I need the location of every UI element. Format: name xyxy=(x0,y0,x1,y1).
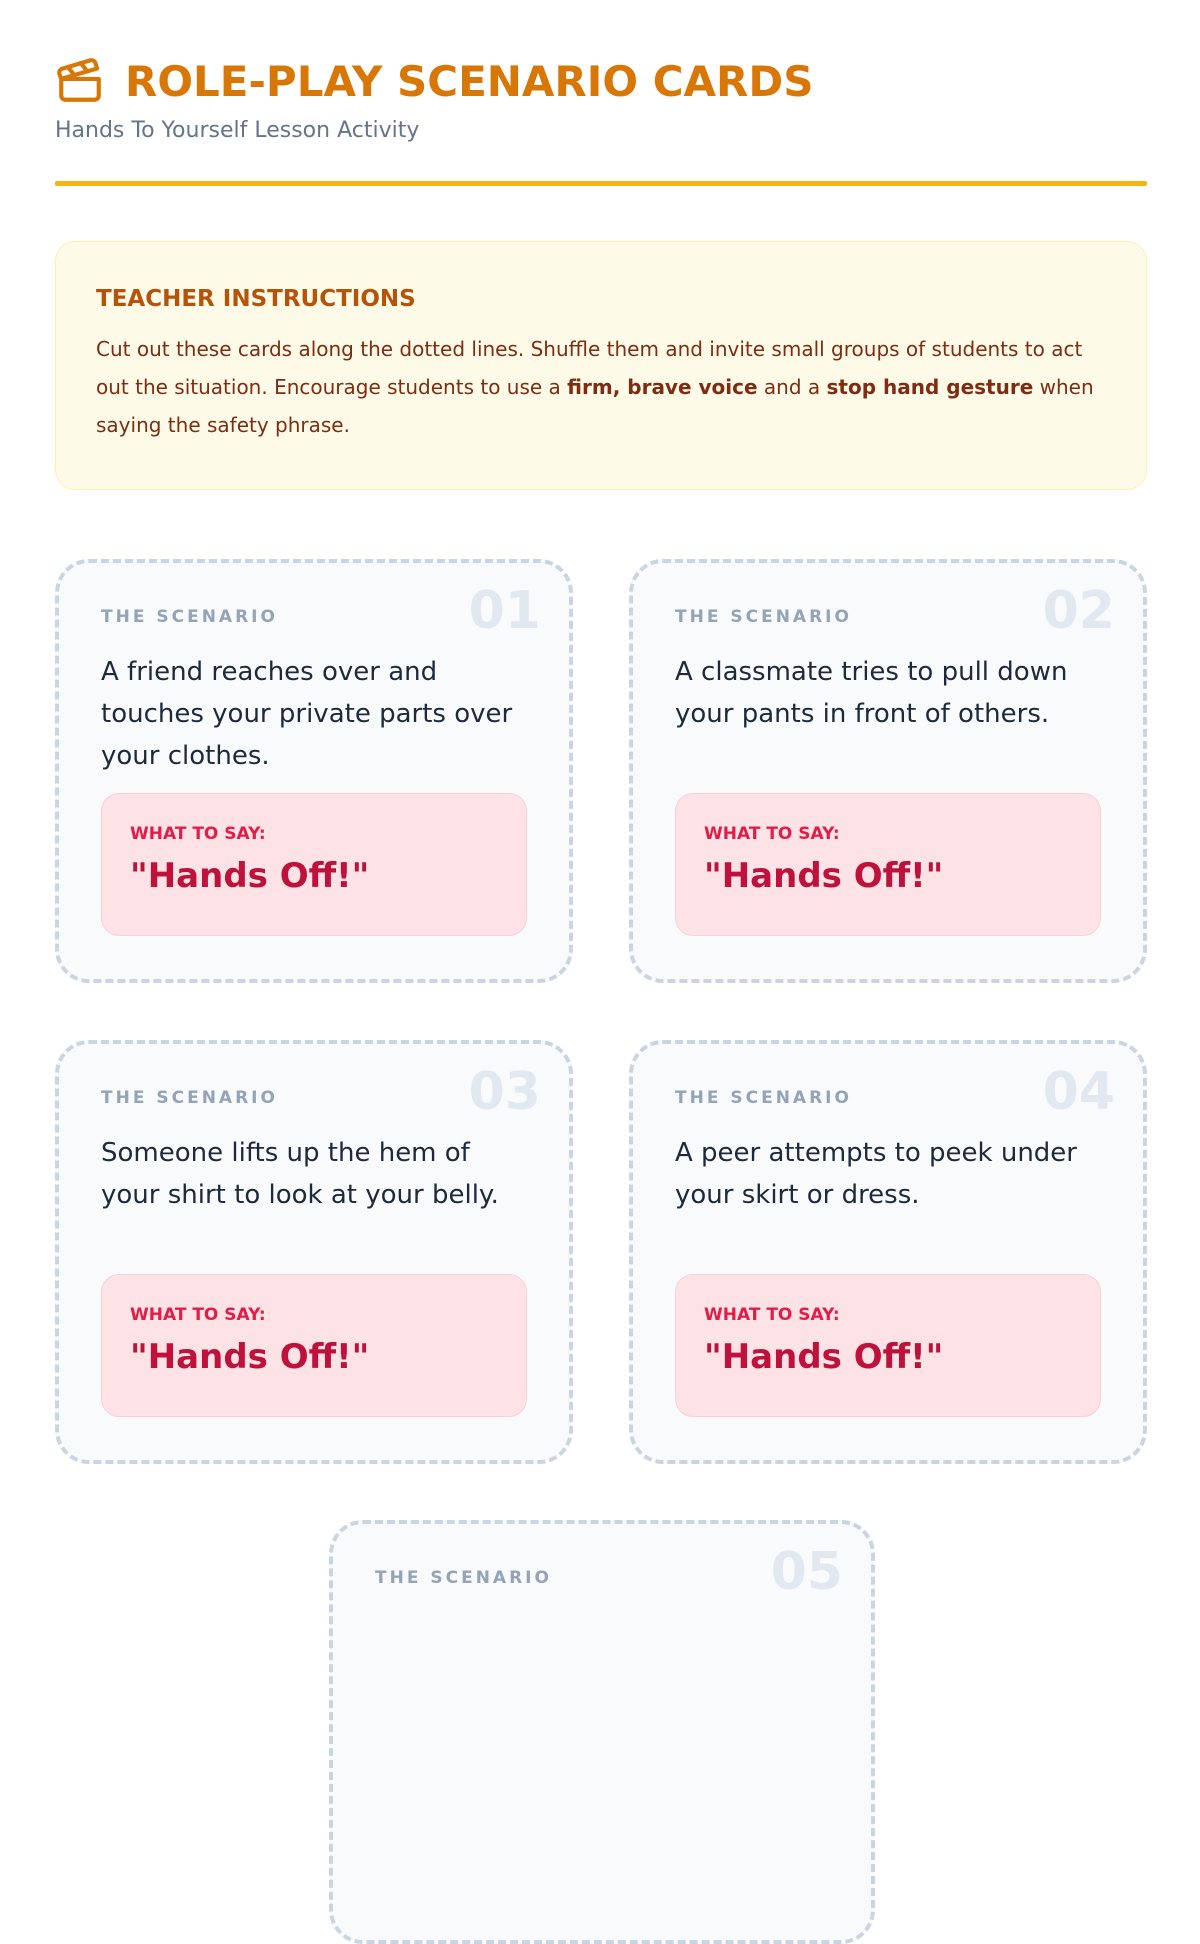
instructions-heading: TEACHER INSTRUCTIONS xyxy=(96,286,416,312)
scenario-text: A friend reaches over and touches your p… xyxy=(101,657,513,771)
page-subtitle: Hands To Yourself Lesson Activity xyxy=(55,118,420,143)
what-to-say-box: WHAT TO SAY: "Hands Off!" xyxy=(675,793,1101,936)
say-label: WHAT TO SAY: xyxy=(704,1305,840,1325)
emphasis: stop hand gesture xyxy=(826,375,1034,399)
say-label: WHAT TO SAY: xyxy=(704,824,840,844)
what-to-say-box: WHAT TO SAY: "Hands Off!" xyxy=(675,1274,1101,1417)
card-label: THE SCENARIO xyxy=(375,1568,552,1588)
instructions-text: Cut out these cards along the dotted lin… xyxy=(96,330,1106,444)
teacher-instructions: TEACHER INSTRUCTIONS Cut out these cards… xyxy=(55,241,1147,490)
card-label: THE SCENARIO xyxy=(101,1088,278,1108)
card-label: THE SCENARIO xyxy=(675,607,852,627)
card-number: 03 xyxy=(468,1062,541,1122)
scenario-card: 01 THE SCENARIO A friend reaches over an… xyxy=(55,559,573,983)
safety-phrase: "Hands Off!" xyxy=(130,1337,370,1377)
card-number: 01 xyxy=(468,581,541,641)
safety-phrase: "Hands Off!" xyxy=(130,856,370,896)
card-label: THE SCENARIO xyxy=(101,607,278,627)
what-to-say-box: WHAT TO SAY: "Hands Off!" xyxy=(101,793,527,936)
what-to-say-box: WHAT TO SAY: "Hands Off!" xyxy=(101,1274,527,1417)
scenario-text: A peer attempts to peek under your skirt… xyxy=(675,1138,1077,1210)
card-number: 02 xyxy=(1042,581,1115,641)
say-label: WHAT TO SAY: xyxy=(130,1305,266,1325)
text: when saying the safety phrase. xyxy=(96,375,1094,437)
scenario-text: Someone lifts up the hem of your shirt t… xyxy=(101,1138,499,1210)
card-label: THE SCENARIO xyxy=(675,1088,852,1108)
page-title: ROLE-PLAY SCENARIO CARDS xyxy=(125,56,814,106)
header: ROLE-PLAY SCENARIO CARDS xyxy=(55,56,814,106)
scenario-card: 03 THE SCENARIO Someone lifts up the hem… xyxy=(55,1040,573,1464)
text: Cut out these cards along the dotted lin… xyxy=(96,337,1083,399)
emphasis: firm, brave voice xyxy=(567,375,758,399)
say-label: WHAT TO SAY: xyxy=(130,824,266,844)
scenario-card: 04 THE SCENARIO A peer attempts to peek … xyxy=(629,1040,1147,1464)
clapperboard-icon xyxy=(57,58,101,102)
card-number: 05 xyxy=(770,1542,843,1602)
scenario-card: 05 THE SCENARIO xyxy=(329,1520,875,1944)
divider xyxy=(55,181,1147,186)
text: and a xyxy=(757,375,827,399)
safety-phrase: "Hands Off!" xyxy=(704,1337,944,1377)
scenario-text: A classmate tries to pull down your pant… xyxy=(675,657,1068,729)
scenario-card: 02 THE SCENARIO A classmate tries to pul… xyxy=(629,559,1147,983)
safety-phrase: "Hands Off!" xyxy=(704,856,944,896)
card-number: 04 xyxy=(1042,1062,1115,1122)
